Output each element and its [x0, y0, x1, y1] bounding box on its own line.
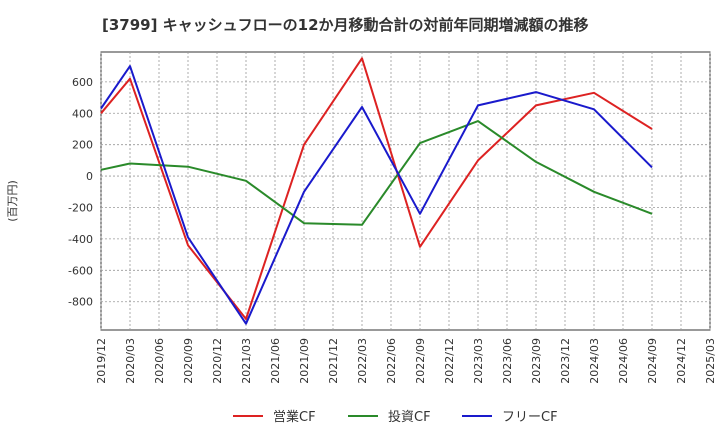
legend: 営業CF 投資CF フリーCF [233, 409, 558, 425]
x-tick-label: 2024/06 [617, 338, 630, 384]
y-tick-label: -400 [68, 233, 93, 246]
series-line-2 [100, 65, 653, 325]
y-tick-label: 600 [72, 76, 93, 89]
x-tick-label: 2023/09 [530, 338, 543, 384]
series-line-0 [100, 57, 653, 320]
x-tick-label: 2023/12 [559, 338, 572, 384]
y-tick-label: 400 [72, 107, 93, 120]
x-tick-label: 2020/09 [182, 338, 195, 384]
y-tick-label: 0 [86, 170, 93, 183]
y-tick-label: -200 [68, 201, 93, 214]
legend-label: フリーCF [502, 410, 558, 425]
x-tick-label: 2021/12 [327, 338, 340, 384]
plot-area [100, 51, 711, 331]
series-lines [100, 57, 653, 325]
x-tick-label: 2021/06 [269, 338, 282, 384]
y-tick-label: -600 [68, 264, 93, 277]
legend-label: 営業CF [273, 409, 316, 425]
x-tick-label: 2024/03 [588, 338, 601, 384]
x-tick-label: 2021/09 [298, 338, 311, 384]
x-tick-label: 2019/12 [95, 338, 108, 384]
y-axis-label: (百万円) [6, 180, 19, 222]
chart-title: [3799] キャッシュフローの12か月移動合計の対前年同期増減額の推移 [102, 16, 589, 34]
y-gridlines [101, 81, 710, 303]
x-tick-label: 2023/06 [501, 338, 514, 384]
x-tick-label: 2022/12 [443, 338, 456, 384]
x-tick-label: 2021/03 [240, 338, 253, 384]
x-tick-label: 2020/06 [153, 338, 166, 384]
x-tick-label: 2024/09 [646, 338, 659, 384]
x-tick-label: 2024/12 [675, 338, 688, 384]
y-tick-label: -800 [68, 296, 93, 309]
x-tick-label: 2020/12 [211, 338, 224, 384]
x-tick-label: 2022/09 [414, 338, 427, 384]
x-tick-label: 2020/03 [124, 338, 137, 384]
x-tick-label: 2022/06 [385, 338, 398, 384]
series-line-1 [100, 120, 653, 226]
y-tick-label: 200 [72, 139, 93, 152]
y-tick-labels: -800 -600 -400 -200 0 200 400 600 [68, 76, 93, 309]
x-tick-label: 2025/03 [704, 338, 717, 384]
legend-label: 投資CF [388, 409, 431, 425]
x-tick-label: 2023/03 [472, 338, 485, 384]
x-tick-label: 2022/03 [356, 338, 369, 384]
x-tick-labels: 2019/12 2020/03 2020/06 2020/09 2020/12 2021/… [95, 338, 717, 384]
